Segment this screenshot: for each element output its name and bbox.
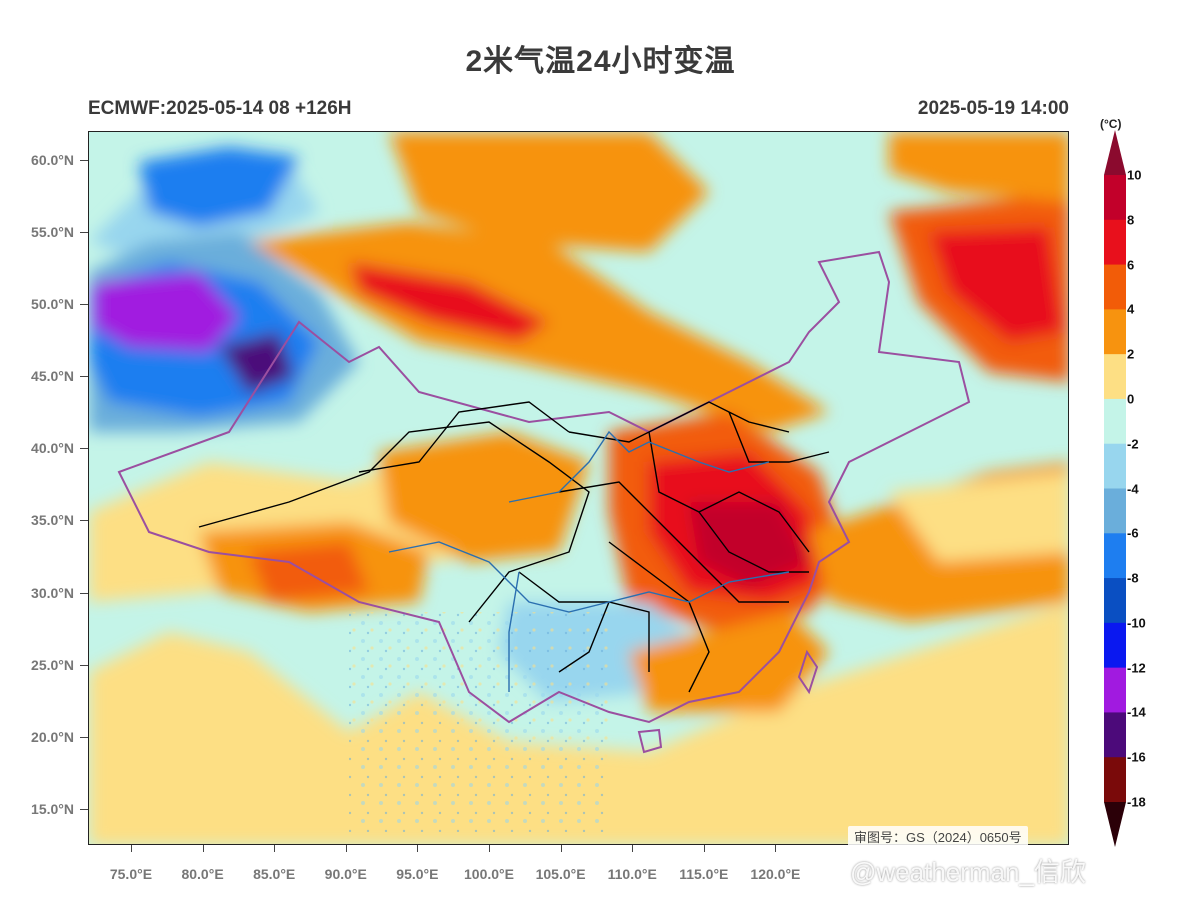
lat-tick-mark: [80, 592, 88, 594]
colorbar-tick-label: -2: [1127, 436, 1139, 452]
colorbar-top-arrow: [1104, 130, 1126, 175]
lat-tick-mark: [80, 664, 88, 666]
lon-tick-label: 115.0°E: [679, 866, 729, 882]
rivers: [388, 430, 790, 692]
colorbar-segment: [1104, 533, 1126, 579]
colorbar-segment: [1104, 622, 1126, 669]
lon-tick-mark: [560, 845, 562, 852]
watermark-text: @weatherman_信欣: [850, 857, 1086, 887]
colorbar-segment: [1104, 175, 1126, 221]
lon-tick-label: 85.0°E: [253, 866, 296, 882]
lon-tick-mark: [130, 845, 132, 852]
lat-tick-mark: [80, 231, 88, 233]
lon-tick-mark: [488, 845, 490, 852]
colorbar-tick-label: -16: [1127, 749, 1146, 765]
lon-tick-label: 95.0°E: [396, 866, 439, 882]
colorbar-segment: [1104, 219, 1126, 266]
colorbar-segment: [1104, 757, 1126, 803]
lat-tick-label: 25.0°N: [31, 656, 74, 673]
lat-tick-mark: [80, 376, 88, 378]
lat-tick-label: 45.0°N: [31, 368, 74, 385]
colorbar-tick-label: -8: [1127, 570, 1139, 586]
colorbar-segment: [1104, 712, 1126, 758]
lat-tick-label: 40.0°N: [31, 440, 74, 457]
colorbar-segment: [1104, 354, 1126, 400]
map-canvas: [89, 132, 1068, 844]
colorbar-tick-label: -4: [1127, 481, 1139, 496]
lon-tick-label: 75.0°E: [109, 866, 153, 882]
taiwan-outline: [797, 649, 819, 695]
colorbar-tick-label: 8: [1127, 212, 1135, 228]
colorbar-segment: [1104, 578, 1126, 624]
lon-tick-label: 80.0°E: [181, 866, 224, 882]
lat-tick-mark: [80, 304, 88, 306]
colorbar-bottom-arrow: [1104, 802, 1126, 847]
colorbar-segment: [1104, 667, 1126, 713]
lat-tick-label: 50.0°N: [31, 296, 74, 313]
lon-tick-label: 100.0°E: [463, 866, 514, 882]
colorbar-tick-label: 10: [1127, 167, 1142, 183]
model-run-label: ECMWF:2025-05-14 08 +126H: [88, 98, 352, 119]
colorbar-segment: [1104, 488, 1126, 534]
lon-tick-mark: [417, 845, 419, 852]
lon-tick-mark: [703, 845, 705, 852]
lat-tick-label: 55.0°N: [31, 223, 74, 240]
colorbar-tick-label: -18: [1127, 794, 1146, 810]
valid-time-label: 2025-05-19 14:00: [917, 98, 1069, 119]
approval-number: 审图号：GS（2024）0650号: [848, 826, 1028, 847]
lat-tick-mark: [80, 448, 88, 450]
lon-tick-mark: [632, 845, 634, 852]
lon-tick-label: 90.0°E: [324, 866, 367, 882]
map-title: 2米气温24小时变温: [465, 45, 736, 78]
lat-tick-label: 30.0°N: [31, 584, 74, 601]
colorbar-tick-label: -14: [1127, 704, 1146, 720]
lat-tick-label: 35.0°N: [31, 512, 74, 529]
colorbar-tick-label: 2: [1127, 346, 1135, 362]
lon-tick-mark: [775, 845, 777, 852]
colorbar-unit: (°C): [1100, 117, 1122, 131]
lon-tick-mark: [345, 845, 347, 852]
lat-tick-mark: [80, 159, 88, 161]
hainan-outline: [637, 728, 663, 754]
lat-tick-mark: [80, 520, 88, 522]
temperature-field: [89, 132, 1068, 844]
field-speckle: [349, 612, 609, 832]
colorbar-tick-label: -6: [1127, 525, 1139, 541]
lon-tick-mark: [274, 845, 276, 852]
lon-tick-mark: [202, 845, 204, 852]
colorbar-segment: [1104, 398, 1126, 445]
lat-tick-label: 60.0°N: [31, 151, 74, 168]
lat-tick-mark: [80, 808, 88, 810]
colorbar-tick-label: 4: [1127, 301, 1135, 317]
colorbar-segment: [1104, 443, 1126, 489]
lon-tick-label: 105.0°E: [535, 866, 586, 882]
lat-tick-label: 15.0°N: [31, 800, 74, 817]
colorbar-tick-label: -12: [1127, 660, 1146, 676]
lon-tick-label: 120.0°E: [750, 866, 801, 882]
lat-tick-mark: [80, 736, 88, 738]
colorbar-tick-label: 6: [1127, 257, 1135, 273]
colorbar-segment: [1104, 264, 1126, 310]
colorbar: [1104, 130, 1126, 847]
colorbar-segment: [1104, 309, 1126, 355]
country-boundary: [117, 250, 971, 724]
lon-tick-label: 110.0°E: [607, 866, 657, 882]
lat-tick-label: 20.0°N: [31, 728, 74, 745]
colorbar-tick-label: 0: [1127, 391, 1135, 407]
temperature-change-map: [88, 131, 1069, 845]
colorbar-tick-label: -10: [1127, 615, 1146, 631]
